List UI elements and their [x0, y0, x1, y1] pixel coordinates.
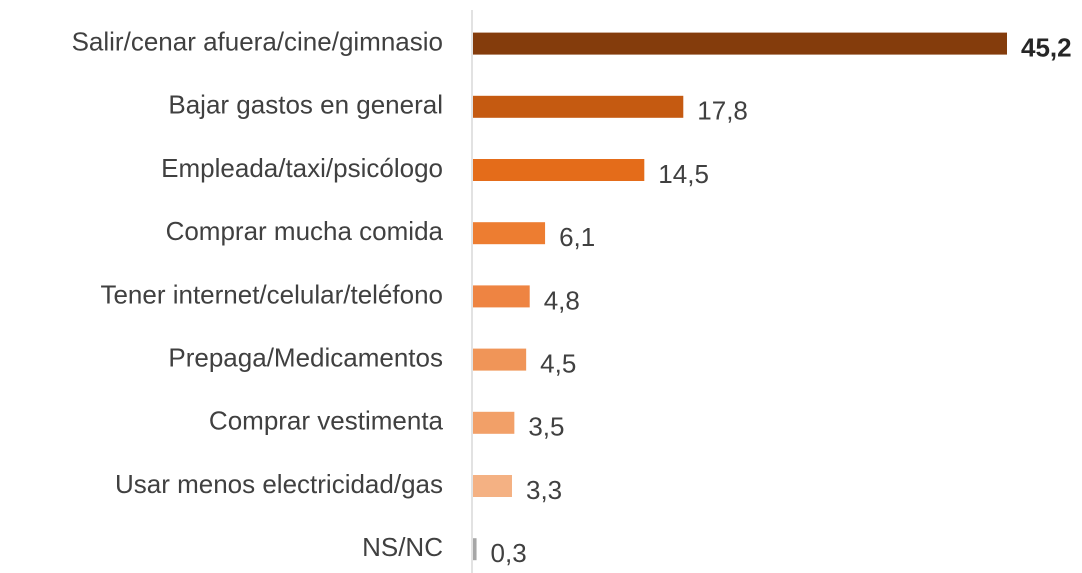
- value-label: 45,2: [1021, 32, 1072, 62]
- bar: [473, 285, 530, 308]
- bar: [473, 348, 527, 371]
- value-label: 14,5: [658, 159, 709, 189]
- category-label: NS/NC: [362, 532, 443, 562]
- category-label: Tener internet/celular/teléfono: [100, 279, 443, 309]
- value-label: 4,5: [540, 348, 576, 378]
- bar: [473, 222, 546, 245]
- value-label: 3,3: [526, 475, 562, 505]
- value-label: 17,8: [697, 96, 748, 126]
- category-label: Empleada/taxi/psicólogo: [161, 153, 443, 183]
- bar: [473, 538, 477, 561]
- bar: [473, 159, 645, 181]
- category-label: Comprar mucha comida: [166, 216, 444, 246]
- value-label: 3,5: [528, 412, 564, 442]
- bar: [473, 475, 512, 497]
- bar: [473, 32, 1007, 55]
- value-label: 6,1: [559, 222, 595, 252]
- category-label: Usar menos electricidad/gas: [115, 469, 443, 499]
- bar: [473, 95, 684, 118]
- category-label: Salir/cenar afuera/cine/gimnasio: [72, 26, 443, 56]
- value-label: 0,3: [491, 538, 527, 568]
- bar: [473, 411, 515, 434]
- category-label: Comprar vestimenta: [209, 406, 444, 436]
- category-label: Bajar gastos en general: [168, 90, 443, 120]
- value-label: 4,8: [544, 285, 580, 315]
- category-label: Prepaga/Medicamentos: [168, 342, 443, 372]
